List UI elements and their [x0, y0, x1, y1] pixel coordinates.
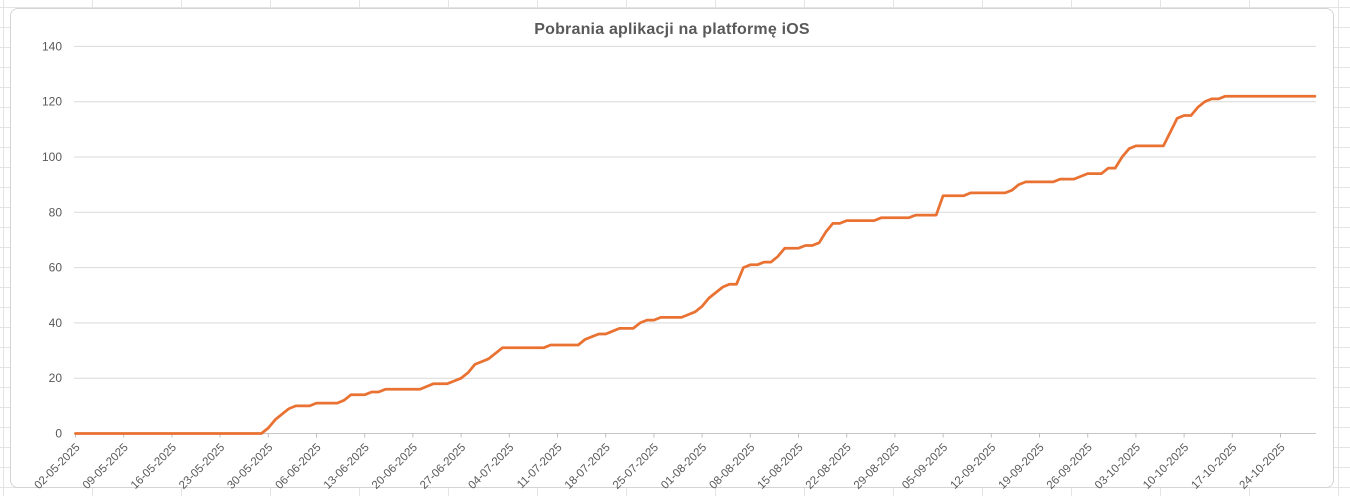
chart-area[interactable]: Pobrania aplikacji na platformę iOS — [10, 8, 1334, 488]
x-axis-tick-label: 30-05-2025 — [225, 442, 275, 492]
x-axis-tick-label: 10-10-2025 — [1141, 442, 1191, 492]
x-axis-tick-label: 15-08-2025 — [756, 442, 806, 492]
x-axis-tick-label: 03-10-2025 — [1093, 442, 1143, 492]
x-axis-tick-label: 26-09-2025 — [1045, 442, 1095, 492]
x-axis-tick-label: 17-10-2025 — [1189, 442, 1239, 492]
x-axis-tick-label: 16-05-2025 — [129, 442, 179, 492]
y-axis-tick-label: 0 — [55, 427, 62, 441]
x-axis-tick-label: 01-08-2025 — [659, 442, 709, 492]
x-axis-tick-label: 23-05-2025 — [177, 442, 227, 492]
x-axis-tick-label: 20-06-2025 — [370, 442, 420, 492]
x-axis-tick-label: 24-10-2025 — [1238, 442, 1288, 492]
x-axis-tick-label: 29-08-2025 — [852, 442, 902, 492]
y-axis-tick-label: 60 — [49, 261, 63, 275]
x-axis-tick-label: 08-08-2025 — [707, 442, 757, 492]
chart-title: Pobrania aplikacji na platformę iOS — [534, 21, 810, 38]
y-axis-tick-label: 140 — [42, 39, 62, 53]
x-axis-tick-label: 22-08-2025 — [804, 442, 854, 492]
x-axis-tick-label: 02-05-2025 — [33, 442, 83, 492]
y-axis-tick-label: 40 — [49, 316, 63, 330]
x-axis-tick-label: 19-09-2025 — [997, 442, 1047, 492]
x-axis-tick-label: 09-05-2025 — [81, 442, 131, 492]
x-axis-tick-label: 18-07-2025 — [563, 442, 613, 492]
y-axis-tick-label: 120 — [42, 95, 62, 109]
x-axis-tick-label: 12-09-2025 — [948, 442, 998, 492]
x-axis-tick-label: 27-06-2025 — [418, 442, 468, 492]
x-axis-tick-label: 25-07-2025 — [611, 442, 661, 492]
x-axis-tick-label: 13-06-2025 — [322, 442, 372, 492]
x-axis-tick-label: 05-09-2025 — [900, 442, 950, 492]
y-axis-tick-label: 20 — [49, 371, 63, 385]
x-axis-tick-label: 06-06-2025 — [274, 442, 324, 492]
y-axis-tick-label: 80 — [49, 205, 63, 219]
y-axis-tick-label: 100 — [42, 150, 62, 164]
downloads-line-series — [74, 94, 1317, 435]
x-axis-tick-label: 04-07-2025 — [466, 442, 516, 492]
x-axis-tick-label: 11-07-2025 — [515, 442, 564, 491]
